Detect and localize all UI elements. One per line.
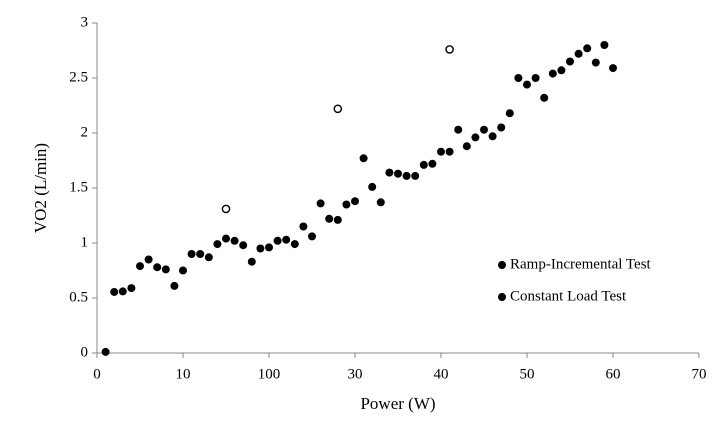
data-point [566, 57, 574, 66]
data-point [282, 235, 291, 244]
data-point [471, 133, 480, 142]
y-tick-label: 1.5 [69, 179, 88, 195]
data-point [144, 255, 153, 264]
x-tick-label: 50 [520, 366, 535, 382]
data-point [333, 104, 343, 114]
data-point [299, 222, 308, 231]
data-point [574, 49, 583, 58]
data-point [419, 160, 428, 169]
data-point [557, 66, 566, 75]
data-point [316, 199, 325, 208]
x-axis-title: Power (W) [360, 394, 435, 413]
x-tick-label: 100 [258, 366, 281, 382]
data-point [265, 243, 273, 252]
data-point [196, 250, 205, 258]
data-point [290, 240, 299, 249]
x-tick-label: 0 [93, 366, 101, 382]
y-tick-label: 3 [81, 14, 89, 30]
data-point [514, 74, 523, 82]
data-point [505, 109, 514, 118]
data-point [609, 64, 617, 73]
data-point [437, 147, 445, 156]
data-point [411, 171, 420, 180]
legend-label: Constant Load Test [510, 288, 627, 304]
data-point [531, 74, 540, 82]
data-point [213, 240, 222, 249]
data-point [480, 125, 488, 134]
data-point [445, 147, 454, 156]
data-point [170, 281, 179, 290]
data-point [239, 241, 248, 250]
data-point [308, 232, 316, 241]
data-point [325, 214, 334, 223]
y-tick-label: 2 [81, 124, 89, 140]
data-point [127, 284, 136, 293]
data-point [497, 123, 506, 132]
data-point [187, 250, 196, 258]
data-point [204, 253, 213, 262]
data-point [591, 58, 600, 67]
data-point [488, 132, 497, 141]
data-point [333, 215, 342, 224]
x-tick-label: 30 [348, 366, 363, 382]
data-point [385, 168, 394, 177]
y-tick-label: 1 [81, 234, 89, 250]
data-point [376, 198, 385, 207]
data-point [523, 80, 531, 89]
data-point [445, 45, 454, 54]
data-point [548, 69, 557, 78]
data-point [454, 125, 463, 134]
data-point [394, 169, 402, 178]
data-point [179, 266, 187, 275]
y-axis-title: VO2 (L/min) [31, 143, 50, 233]
data-point [161, 265, 170, 274]
legend-marker [498, 261, 506, 269]
data-point [540, 93, 549, 102]
data-point [351, 197, 359, 206]
data-point [342, 200, 351, 209]
data-point [110, 287, 119, 296]
data-point [462, 142, 471, 151]
data-point [136, 262, 144, 271]
x-tick-label: 10 [176, 366, 191, 382]
legend-marker [498, 293, 506, 301]
y-tick-label: 2.5 [69, 69, 88, 85]
data-point [256, 244, 265, 253]
data-point [230, 236, 239, 245]
data-point [600, 41, 609, 49]
data-point [247, 257, 256, 266]
data-point [368, 182, 377, 191]
data-point [273, 236, 282, 245]
data-point [101, 347, 110, 356]
data-point [153, 263, 162, 272]
data-point [221, 204, 231, 214]
data-point [118, 287, 127, 296]
x-tick-label: 40 [434, 366, 449, 382]
data-point [583, 44, 592, 53]
y-tick-label: 0.5 [69, 289, 88, 305]
data-point [402, 171, 411, 180]
x-tick-label: 70 [692, 366, 707, 382]
legend-label: Ramp-Incremental Test [510, 256, 652, 272]
y-tick-label: 0 [81, 344, 89, 360]
data-point [222, 234, 230, 243]
data-point [359, 154, 368, 163]
x-tick-label: 60 [606, 366, 621, 382]
data-point [428, 159, 437, 168]
